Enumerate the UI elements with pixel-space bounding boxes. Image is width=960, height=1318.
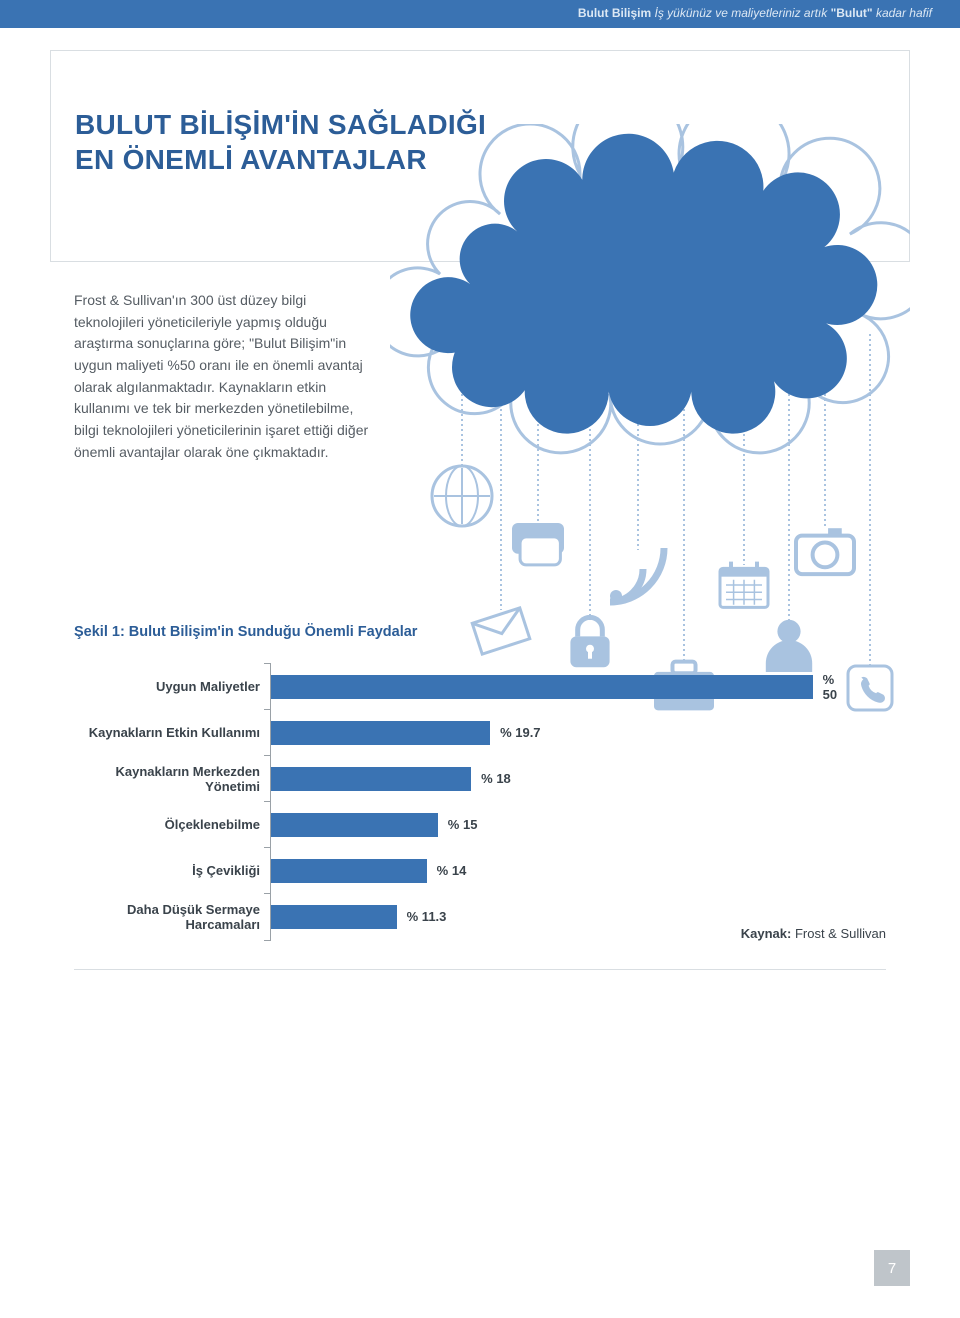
- title-box: BULUT BİLİŞİM'İN SAĞLADIĞI EN ÖNEMLİ AVA…: [50, 50, 910, 262]
- rss-icon: [610, 548, 664, 602]
- chart-bar-value: % 14: [437, 863, 467, 878]
- benefits-bar-chart: Uygun Maliyetler % 50 Kaynakların Etkin Ku…: [74, 664, 886, 941]
- chart-row: Uygun Maliyetler % 50: [74, 664, 886, 710]
- chart-row-label: Kaynakların Etkin Kullanımı: [74, 725, 270, 740]
- chart-bar: [271, 721, 490, 745]
- chart-bar: [271, 813, 438, 837]
- globe-icon: [432, 466, 492, 526]
- chart-bar: [271, 859, 427, 883]
- chart-bar-value: % 15: [448, 817, 478, 832]
- chat-icon: [512, 523, 564, 565]
- title-line1: BULUT BİLİŞİM'İN SAĞLADIĞI: [75, 109, 486, 140]
- chart-axis-cap: [270, 940, 282, 941]
- chart-bar-value: % 50: [823, 672, 852, 702]
- band-text-mid: İş yükünüz ve maliyetleriniz artık: [655, 6, 831, 20]
- divider-line: [74, 969, 886, 970]
- header-band: Bulut Bilişim İş yükünüz ve maliyetlerin…: [0, 0, 960, 28]
- band-text-bold2: "Bulut": [831, 6, 873, 20]
- chart-row-label: İş Çevikliği: [74, 863, 270, 878]
- camera-icon: [796, 528, 854, 574]
- chart-bar-track: % 50: [270, 664, 851, 710]
- chart-bar: [271, 767, 471, 791]
- chart-row-label: Kaynakların Merkezden Yönetimi: [74, 764, 270, 794]
- chart-source: Kaynak: Frost & Sullivan: [741, 926, 886, 941]
- chart-row-label: Ölçeklenebilme: [74, 817, 270, 832]
- chart-bar-track: % 18: [270, 756, 826, 802]
- page-title: BULUT BİLİŞİM'İN SAĞLADIĞI EN ÖNEMLİ AVA…: [75, 107, 909, 177]
- chart-row: Kaynakların Etkin Kullanımı % 19.7: [74, 710, 886, 756]
- chart-title: Şekil 1: Bulut Bilişim'in Sunduğu Önemli…: [74, 624, 910, 640]
- chart-row: İş Çevikliği % 14: [74, 848, 886, 894]
- source-label: Kaynak:: [741, 926, 792, 941]
- chart-bar-track: % 14: [270, 848, 826, 894]
- calendar-icon: [720, 562, 768, 608]
- page-number: 7: [874, 1250, 910, 1286]
- source-name: Frost & Sullivan: [791, 926, 886, 941]
- chart-row: Ölçeklenebilme % 15: [74, 802, 886, 848]
- chart-row: Kaynakların Merkezden Yönetimi % 18: [74, 756, 886, 802]
- chart-row-label: Uygun Maliyetler: [74, 679, 270, 694]
- band-text-bold1: Bulut Bilişim: [578, 6, 655, 20]
- band-text-suffix: kadar hafif: [873, 6, 932, 20]
- chart-bar: [271, 905, 397, 929]
- body-paragraph: Frost & Sullivan'ın 300 üst düzey bilgi …: [50, 290, 370, 464]
- content-wrap: BULUT BİLİŞİM'İN SAĞLADIĞI EN ÖNEMLİ AVA…: [0, 28, 960, 970]
- chart-bar-track: % 15: [270, 802, 826, 848]
- chart-bar-value: % 11.3: [407, 909, 447, 924]
- chart-bar-value: % 18: [481, 771, 511, 786]
- chart-bar: [271, 675, 813, 699]
- title-line2: EN ÖNEMLİ AVANTAJLAR: [75, 144, 427, 175]
- chart-bar-track: % 19.7: [270, 710, 826, 756]
- chart-row-label: Daha Düşük Sermaye Harcamaları: [74, 902, 270, 932]
- chart-bar-value: % 19.7: [500, 725, 540, 740]
